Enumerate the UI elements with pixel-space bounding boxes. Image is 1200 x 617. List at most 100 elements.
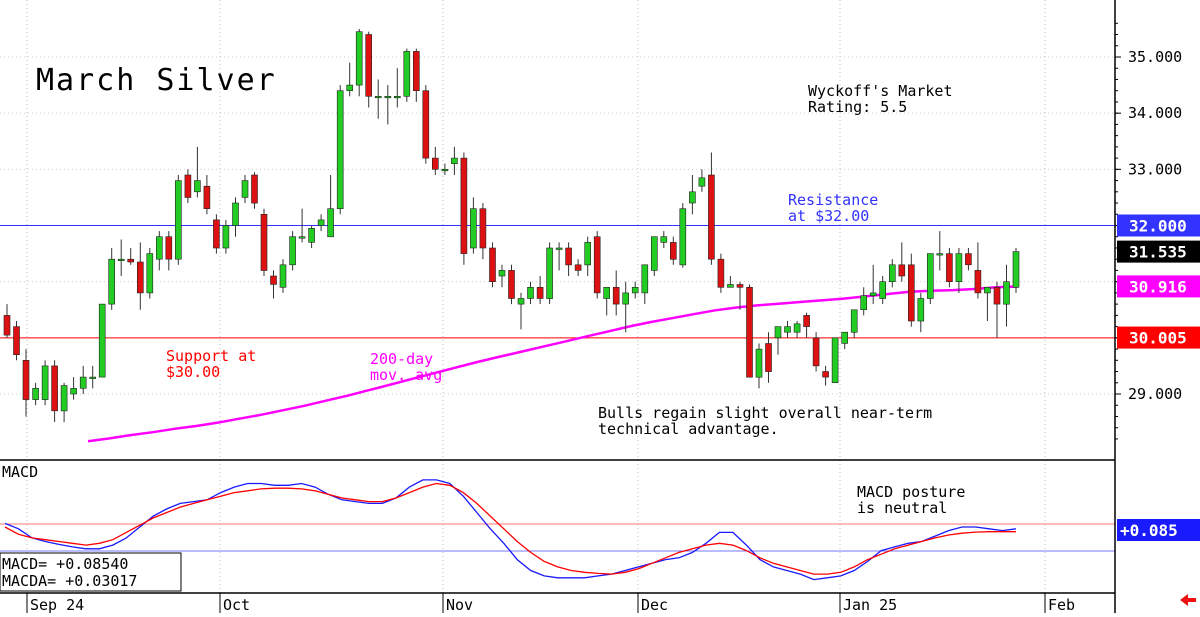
macda-readout: MACDA= +0.03017 (2, 572, 137, 590)
support-annotation: Support at $30.00 (166, 347, 256, 381)
resistance-annotation-line: at $32.00 (788, 207, 869, 225)
price-badge-label: 30.916 (1129, 277, 1187, 296)
candle-body (660, 236, 668, 243)
candle-body (974, 270, 982, 294)
candle-body (736, 284, 744, 288)
candle-body (327, 208, 334, 238)
candle-body (308, 228, 315, 243)
candle-body (622, 292, 630, 305)
y-tick-label: 29.000 (1128, 385, 1182, 403)
candle-body (498, 270, 506, 277)
candle-body (546, 247, 553, 299)
price-badge-label: 31.535 (1129, 243, 1187, 262)
candle-body (460, 157, 468, 254)
commentary-annotation-line: Bulls regain slight overall near-term (598, 404, 932, 422)
candle-body (137, 261, 144, 294)
candle-body (365, 34, 373, 97)
candle-body (584, 242, 592, 266)
candle-body (993, 286, 1001, 305)
candle-body (689, 191, 696, 204)
candle-body (156, 236, 163, 260)
candle-body (565, 247, 572, 266)
candle-body (222, 225, 230, 249)
candle-body (41, 365, 49, 400)
candle-body (727, 284, 734, 288)
rating-annotation: Wyckoff's Market Rating: 5.5 (808, 82, 953, 116)
candle-body (612, 286, 620, 305)
macd-annotation: MACD posture is neutral (857, 483, 965, 517)
candle-body (936, 253, 944, 256)
candle-body (879, 281, 887, 299)
candle-body (270, 275, 277, 285)
candle-body (165, 236, 173, 260)
candle-body (451, 157, 458, 165)
candle-body (527, 286, 534, 299)
candle-body (631, 286, 639, 294)
candle-body (260, 214, 268, 271)
macd-readout: MACD= +0.08540 (2, 555, 128, 573)
candle-body (355, 31, 363, 86)
candle-body (517, 298, 525, 305)
candle-body (717, 258, 725, 288)
candle-body (22, 359, 30, 400)
candle-body (289, 236, 296, 266)
macd-badge-label: +0.085 (1120, 521, 1178, 540)
candle-body (755, 348, 763, 378)
candle-body (746, 286, 753, 378)
y-tick-label: 34.000 (1128, 104, 1182, 122)
candle-body (479, 208, 487, 249)
candle-body (774, 326, 782, 339)
candle-body (89, 376, 96, 379)
price-badge-label: 30.005 (1129, 329, 1187, 348)
candle-body (984, 286, 991, 294)
candle-body (812, 337, 820, 367)
candle-body (279, 264, 287, 288)
x-tick-label: Jan 25 (843, 596, 897, 613)
price-badge (1117, 214, 1200, 237)
candle-body (793, 323, 801, 333)
candle-body (784, 326, 791, 333)
candle-body (431, 157, 439, 170)
candle-body (422, 90, 430, 159)
y-tick-label: 35.000 (1128, 48, 1182, 66)
ma-annotation-line: mov. avg (370, 366, 442, 384)
price-badge (1117, 275, 1200, 298)
candle-body (3, 315, 11, 336)
y-tick-label: 33.000 (1128, 160, 1182, 178)
candle-body (536, 286, 544, 299)
candle-body (650, 236, 658, 271)
candle-body (822, 371, 829, 378)
x-tick-label: Dec (641, 596, 668, 613)
commentary-annotation-line: technical advantage. (598, 420, 779, 438)
candle-body (184, 174, 192, 198)
candle-body (13, 326, 20, 356)
candle-body (708, 174, 715, 260)
candle-body (403, 51, 411, 97)
commentary-annotation: Bulls regain slight overall near-term tec… (598, 404, 932, 438)
candle-body (317, 219, 325, 226)
macd-panel-label: MACD (2, 463, 38, 481)
candle-body (841, 331, 849, 344)
candle-body (946, 253, 953, 283)
resistance-annotation-line: Resistance (788, 191, 878, 209)
price-badge-label: 32.000 (1129, 217, 1187, 236)
candle-body (51, 365, 58, 412)
candle-body (831, 337, 839, 383)
candle-body (803, 315, 810, 327)
candle-body (441, 169, 449, 172)
candle-body (194, 180, 201, 193)
ma-annotation: 200-day mov. avg (370, 350, 442, 384)
candle-body (907, 264, 915, 322)
candle-body (965, 253, 972, 266)
rating-annotation-line: Wyckoff's Market (808, 82, 953, 100)
macd-annotation-line: is neutral (857, 499, 947, 517)
candle-body (412, 51, 420, 92)
candle-body (336, 90, 344, 209)
candle-body (850, 309, 858, 333)
candle-body (1012, 251, 1020, 288)
candle-body (489, 247, 496, 283)
candle-body (175, 180, 182, 260)
candle-body (98, 303, 106, 378)
candle-body (593, 236, 601, 294)
resistance-annotation: Resistance at $32.00 (788, 191, 878, 225)
